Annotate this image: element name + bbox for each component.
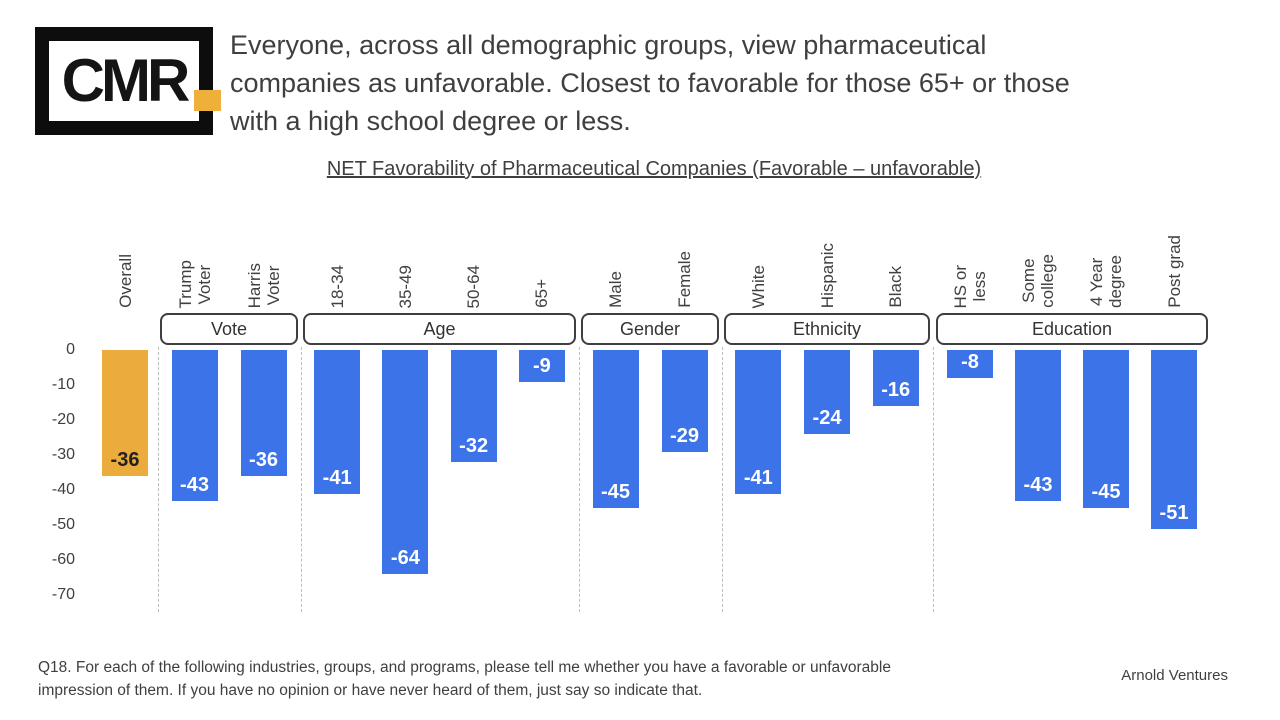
bar-4-year-degree bbox=[1083, 350, 1129, 508]
bar-female bbox=[661, 350, 708, 452]
group-separator bbox=[721, 347, 723, 612]
logo-period bbox=[194, 90, 221, 111]
bar-trump-voter bbox=[171, 350, 218, 501]
bar-some-college bbox=[1015, 350, 1061, 501]
y-axis-tick: -30 bbox=[51, 446, 75, 463]
group-box-vote: Vote bbox=[160, 313, 298, 345]
group-separator bbox=[933, 347, 934, 612]
bar-value-label: -24 bbox=[812, 407, 842, 429]
group-box-ethnicity: Ethnicity bbox=[724, 313, 930, 345]
bar-post-grad bbox=[1151, 350, 1197, 529]
category-label-wrap: Male bbox=[581, 190, 651, 308]
category-label: Male bbox=[606, 271, 625, 308]
category-label-wrap: Post grad bbox=[1139, 190, 1209, 308]
category-label: Trump Voter bbox=[175, 259, 214, 309]
y-axis-tick: -10 bbox=[51, 376, 75, 393]
cmr-logo: CMR bbox=[35, 27, 221, 135]
logo-text: CMR bbox=[61, 47, 191, 114]
group-box-gender: Gender bbox=[581, 313, 719, 345]
bar-value-label: -43 bbox=[180, 474, 209, 496]
bar-value-label: -29 bbox=[670, 425, 699, 447]
bar-value-label: -9 bbox=[532, 355, 551, 377]
category-label-wrap: Black bbox=[861, 190, 931, 308]
category-label: Some college bbox=[1019, 254, 1057, 308]
bar-harris-voter bbox=[240, 350, 287, 476]
category-label: Harris Voter bbox=[244, 262, 283, 308]
bar-value-label: -41 bbox=[322, 467, 352, 489]
category-label-wrap: 4 Year degree bbox=[1071, 190, 1141, 308]
category-label: White bbox=[748, 264, 768, 308]
category-label: Post grad bbox=[1164, 235, 1184, 308]
category-label: 65+ bbox=[532, 279, 552, 308]
headline-line-3: with a high school degree or less. bbox=[230, 106, 631, 136]
bar-value-label: -36 bbox=[249, 449, 278, 471]
category-label-wrap: Female bbox=[650, 190, 720, 308]
footer-question: Q18. For each of the following industrie… bbox=[38, 656, 891, 702]
bar-value-label: -8 bbox=[961, 351, 979, 373]
bar-black bbox=[872, 350, 919, 406]
group-box-education: Education bbox=[936, 313, 1208, 345]
bar-value-label: -36 bbox=[110, 449, 140, 471]
footer-question-line-2: impression of them. If you have no opini… bbox=[38, 682, 703, 699]
category-label: HS or less bbox=[951, 264, 989, 308]
y-axis-tick: -60 bbox=[51, 551, 75, 568]
category-label-wrap: White bbox=[723, 190, 793, 308]
category-label: 50-64 bbox=[464, 264, 484, 308]
group-separator bbox=[300, 347, 302, 612]
category-label-wrap: Hispanic bbox=[792, 190, 862, 308]
bar-value-label: -64 bbox=[390, 547, 420, 569]
headline-line-1: Everyone, across all demographic groups,… bbox=[230, 30, 987, 60]
category-label: Overall bbox=[115, 254, 135, 308]
slide-headline: Everyone, across all demographic groups,… bbox=[230, 26, 1260, 140]
bar-hs-or-less bbox=[947, 350, 993, 378]
bar-male bbox=[592, 350, 639, 508]
footer-question-line-1: Q18. For each of the following industrie… bbox=[38, 659, 891, 676]
category-label: 4 Year degree bbox=[1087, 255, 1125, 308]
category-label-wrap: Overall bbox=[90, 190, 160, 308]
bar-value-label: -45 bbox=[601, 481, 630, 503]
headline-line-2: companies as unfavorable. Closest to fav… bbox=[230, 68, 1070, 98]
bar-value-label: -43 bbox=[1023, 474, 1053, 496]
group-separator bbox=[157, 347, 159, 612]
bar-18-34 bbox=[314, 350, 361, 494]
bar-35-49 bbox=[382, 350, 429, 574]
bar-hispanic bbox=[804, 350, 850, 434]
category-label-wrap: Some college bbox=[1003, 190, 1073, 308]
category-label-wrap: 35-49 bbox=[370, 190, 440, 308]
category-label-wrap: 50-64 bbox=[439, 190, 509, 308]
bar-value-label: -16 bbox=[881, 379, 911, 401]
bar-value-label: -41 bbox=[743, 467, 773, 489]
category-label: Hispanic bbox=[817, 242, 837, 308]
bar-value-label: -45 bbox=[1091, 481, 1121, 503]
bar-50-64 bbox=[450, 350, 497, 462]
y-axis-tick: -20 bbox=[51, 411, 75, 428]
category-label: Black bbox=[886, 266, 906, 308]
category-label-wrap: Harris Voter bbox=[229, 190, 299, 308]
category-label: 35-49 bbox=[395, 264, 415, 308]
bar-white bbox=[735, 350, 782, 494]
bar-value-label: -51 bbox=[1159, 502, 1189, 524]
chart-title: NET Favorability of Pharmaceutical Compa… bbox=[326, 158, 982, 180]
source-attribution: Arnold Ventures bbox=[1121, 667, 1228, 684]
y-axis-tick: -40 bbox=[51, 481, 75, 498]
y-axis-tick: -50 bbox=[51, 516, 75, 533]
y-axis-tick: -70 bbox=[51, 586, 75, 603]
category-label-wrap: 18-34 bbox=[302, 190, 372, 308]
y-axis-tick: 0 bbox=[66, 341, 75, 358]
category-label-wrap: 65+ bbox=[507, 190, 577, 308]
bar-overall bbox=[102, 350, 148, 476]
category-label: Female bbox=[675, 251, 694, 308]
group-separator bbox=[578, 347, 580, 612]
group-box-age: Age bbox=[303, 313, 576, 345]
bar-value-label: -32 bbox=[459, 435, 489, 457]
category-label-wrap: HS or less bbox=[935, 190, 1005, 308]
category-label-wrap: Trump Voter bbox=[160, 190, 230, 309]
bar-65- bbox=[518, 350, 565, 382]
category-label: 18-34 bbox=[327, 264, 347, 308]
